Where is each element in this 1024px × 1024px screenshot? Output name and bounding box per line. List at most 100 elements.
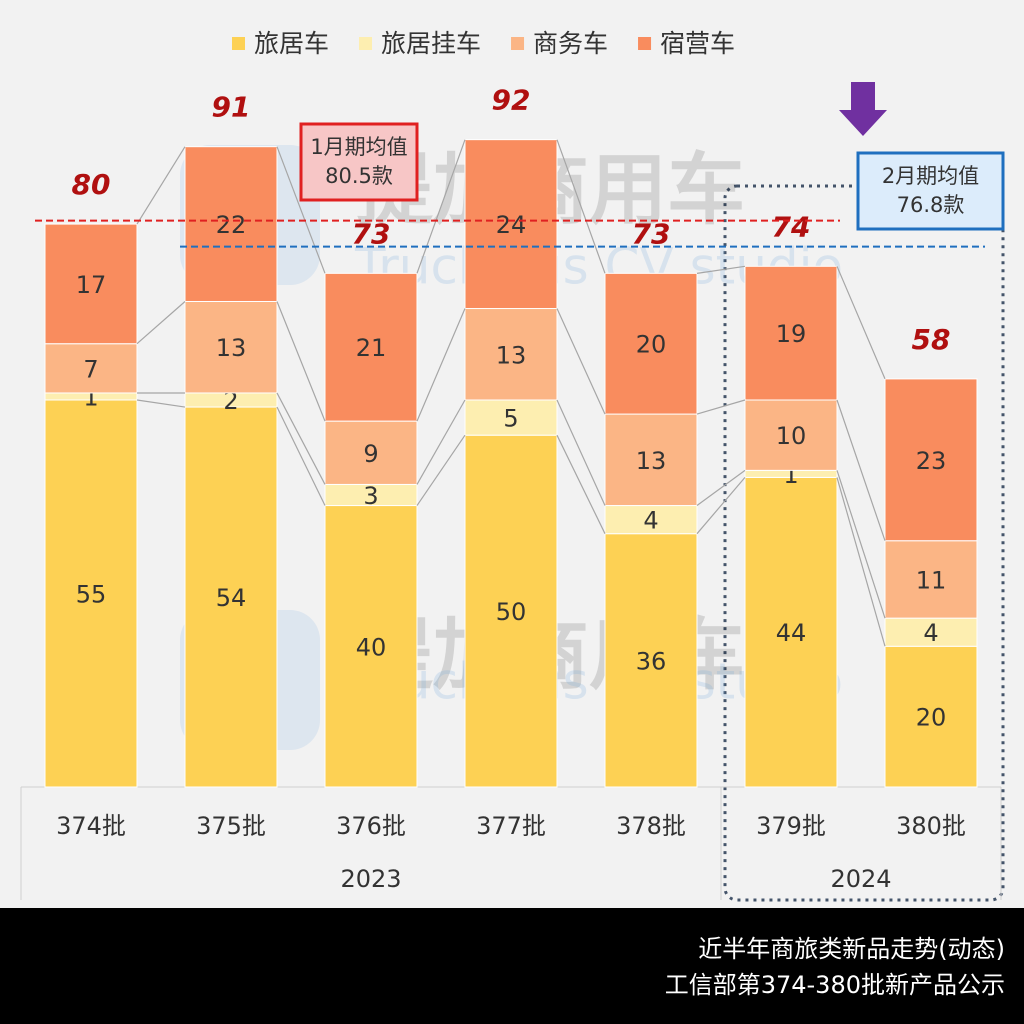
- connector: [836, 266, 886, 380]
- x-tick-label: 380批: [896, 812, 966, 840]
- legend-label: 旅居挂车: [381, 29, 481, 58]
- value-label: 20: [916, 704, 947, 732]
- value-label: 13: [496, 341, 527, 369]
- bar-segment: [44, 223, 138, 345]
- legend-swatch: [232, 37, 245, 50]
- total-label: 80: [72, 168, 111, 201]
- value-label: 4: [643, 507, 658, 535]
- total-label: 91: [212, 91, 251, 124]
- bar-segment: [184, 300, 278, 394]
- bar-segment: [324, 505, 418, 788]
- x-tick-label: 379批: [756, 812, 826, 840]
- value-label: 19: [776, 320, 807, 348]
- value-label: 23: [916, 447, 947, 475]
- x-tick-label: 378批: [616, 812, 686, 840]
- legend-label: 旅居车: [254, 29, 329, 58]
- value-label: 54: [216, 584, 247, 612]
- value-label: 21: [356, 334, 387, 362]
- value-label: 17: [76, 271, 107, 299]
- highlight-box: [723, 184, 1005, 902]
- bar-segment: [464, 399, 558, 436]
- bar-segment: [324, 272, 418, 422]
- bar-segment: [884, 378, 978, 542]
- bar-segment: [884, 617, 978, 647]
- bar-segment: [744, 399, 838, 471]
- value-label: 9: [363, 440, 378, 468]
- value-label: 22: [216, 211, 247, 239]
- value-label: 20: [636, 331, 667, 359]
- bar-segment: [604, 533, 698, 788]
- connector: [696, 265, 746, 274]
- arrow: [839, 82, 887, 136]
- legend-swatch: [359, 37, 373, 50]
- x-tick-label: 374批: [56, 812, 126, 840]
- value-label: 55: [76, 581, 107, 609]
- value-label: 13: [636, 447, 667, 475]
- value-label: 5: [503, 405, 518, 433]
- legend-swatch: [511, 37, 525, 50]
- value-label: 40: [356, 633, 387, 661]
- connector: [696, 469, 746, 507]
- bar-segment: [464, 308, 558, 401]
- connector: [836, 399, 886, 541]
- connector: [416, 434, 466, 506]
- connector: [416, 399, 466, 485]
- value-label: 11: [916, 566, 947, 594]
- bar-segment: [44, 399, 138, 788]
- connector: [836, 477, 886, 647]
- bar-segment: [604, 413, 698, 507]
- connector: [136, 301, 186, 345]
- connector: [836, 470, 886, 619]
- connector: [136, 399, 186, 408]
- value-label: 24: [496, 211, 527, 239]
- callout-label: 2月期均值: [882, 164, 979, 188]
- connector: [556, 308, 606, 415]
- connector: [696, 399, 746, 415]
- bar-segment: [184, 406, 278, 788]
- value-label: 2: [223, 387, 238, 415]
- bar-segment: [44, 343, 138, 394]
- footer-line: 近半年商旅类新品走势(动态): [698, 935, 1005, 963]
- x-tick-label: 377批: [476, 812, 546, 840]
- callout-label: 1月期均值: [310, 135, 407, 159]
- total-label: 74: [772, 210, 811, 243]
- bar-segment: [604, 505, 698, 535]
- value-label: 3: [363, 482, 378, 510]
- x-tick-label: 376批: [336, 812, 406, 840]
- legend-label: 商务车: [533, 29, 608, 58]
- total-label: 58: [912, 323, 951, 356]
- connector: [136, 146, 186, 225]
- total-label: 92: [492, 84, 531, 117]
- x-tick-label: 375批: [196, 812, 266, 840]
- total-label: 73: [632, 217, 671, 250]
- callout-value: 80.5款: [325, 164, 393, 188]
- connector: [696, 477, 746, 535]
- value-label: 44: [776, 619, 807, 647]
- bar-segment: [184, 146, 278, 302]
- value-label: 50: [496, 598, 527, 626]
- connector: [276, 392, 326, 485]
- connector: [276, 301, 326, 422]
- group-label: 2023: [340, 865, 401, 893]
- connector: [556, 139, 606, 274]
- bar-segment: [464, 434, 558, 788]
- value-label: 13: [216, 334, 247, 362]
- callout-value: 76.8款: [897, 193, 965, 217]
- legend-label: 宿营车: [660, 29, 735, 58]
- connector: [416, 139, 466, 274]
- group-label: 2024: [830, 865, 891, 893]
- total-label: 73: [352, 217, 391, 250]
- connector: [276, 406, 326, 506]
- bar-segment: [324, 420, 418, 485]
- bar-segment: [464, 139, 558, 310]
- value-label: 36: [636, 647, 667, 675]
- bar-segment: [604, 272, 698, 415]
- bar-segment: [744, 265, 838, 401]
- connector: [276, 146, 326, 274]
- connector: [556, 434, 606, 534]
- footer-line: 工信部第374-380批新产品公示: [665, 971, 1005, 999]
- value-label: 4: [923, 619, 938, 647]
- value-label: 10: [776, 422, 807, 450]
